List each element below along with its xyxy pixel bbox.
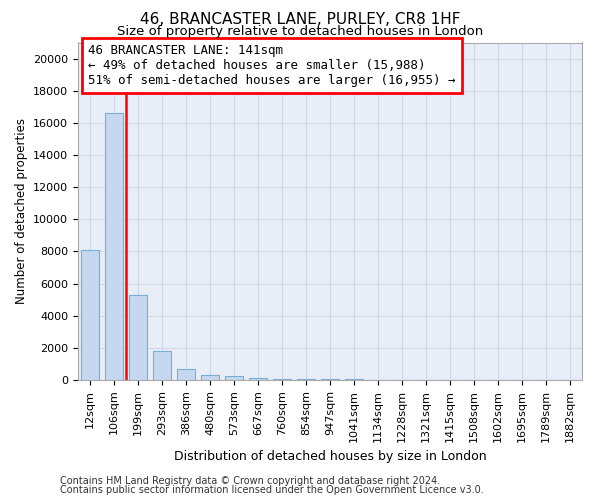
Bar: [201, 375, 219, 380]
Bar: [273, 378, 291, 380]
Text: 46 BRANCASTER LANE: 141sqm
← 49% of detached houses are smaller (15,988)
51% of : 46 BRANCASTER LANE: 141sqm ← 49% of deta…: [88, 44, 455, 87]
Bar: [225, 376, 243, 380]
Text: 46, BRANCASTER LANE, PURLEY, CR8 1HF: 46, BRANCASTER LANE, PURLEY, CR8 1HF: [140, 12, 460, 28]
Bar: [177, 369, 195, 380]
Bar: [105, 113, 123, 380]
Text: Size of property relative to detached houses in London: Size of property relative to detached ho…: [117, 25, 483, 38]
X-axis label: Distribution of detached houses by size in London: Distribution of detached houses by size …: [173, 450, 487, 463]
Bar: [81, 250, 99, 380]
Text: Contains public sector information licensed under the Open Government Licence v3: Contains public sector information licen…: [60, 485, 484, 495]
Y-axis label: Number of detached properties: Number of detached properties: [14, 118, 28, 304]
Bar: [249, 378, 267, 380]
Bar: [153, 351, 171, 380]
Bar: [321, 379, 339, 380]
Bar: [297, 379, 315, 380]
Text: Contains HM Land Registry data © Crown copyright and database right 2024.: Contains HM Land Registry data © Crown c…: [60, 476, 440, 486]
Bar: [129, 295, 147, 380]
